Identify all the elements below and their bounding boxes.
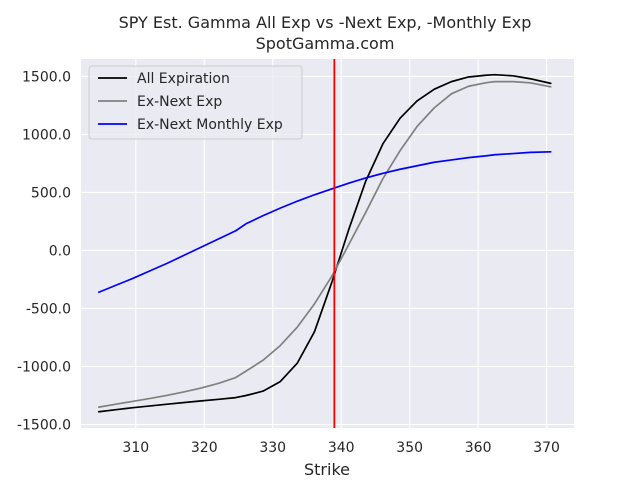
- y-tick-labels: 1500.0 1000.0 500.0 0.0 -500.0 -1000.0 -1500.0: [17, 69, 71, 433]
- chart-title: SPY Est. Gamma All Exp vs -Next Exp, -Mo…: [119, 13, 532, 32]
- y-tick-label: 0.0: [49, 243, 71, 259]
- x-tick-labels: 310 320 330 340 350 360 370: [122, 440, 560, 456]
- legend-label: All Expiration: [137, 71, 230, 87]
- legend-label: Ex-Next Exp: [137, 94, 222, 110]
- chart-subtitle: SpotGamma.com: [256, 34, 395, 53]
- y-tick-label: 1000.0: [22, 127, 71, 143]
- y-tick-label: -500.0: [26, 301, 71, 317]
- x-tick-label: 310: [122, 440, 149, 456]
- legend-label: Ex-Next Monthly Exp: [137, 117, 283, 133]
- series-lines: [97, 73, 552, 413]
- x-axis-label: Strike: [304, 460, 350, 479]
- x-tick-label: 360: [465, 440, 492, 456]
- x-tick-label: 350: [396, 440, 423, 456]
- legend: All Expiration Ex-Next Exp Ex-Next Monthly…: [88, 65, 303, 140]
- y-tick-label: -1000.0: [17, 360, 71, 376]
- y-tick-label: 1500.0: [22, 69, 71, 85]
- series-line-all-expiration: [97, 73, 552, 413]
- x-tick-label: 330: [259, 440, 286, 456]
- y-tick-label: -1500.0: [17, 418, 71, 434]
- legend-box: [88, 65, 303, 140]
- x-tick-label: 320: [191, 440, 218, 456]
- series-line-ex-next-monthly-exp: [97, 150, 552, 294]
- x-tick-label: 370: [533, 440, 560, 456]
- y-tick-label: 500.0: [31, 185, 71, 201]
- x-tick-label: 340: [328, 440, 355, 456]
- series-line-ex-next-exp: [97, 80, 552, 408]
